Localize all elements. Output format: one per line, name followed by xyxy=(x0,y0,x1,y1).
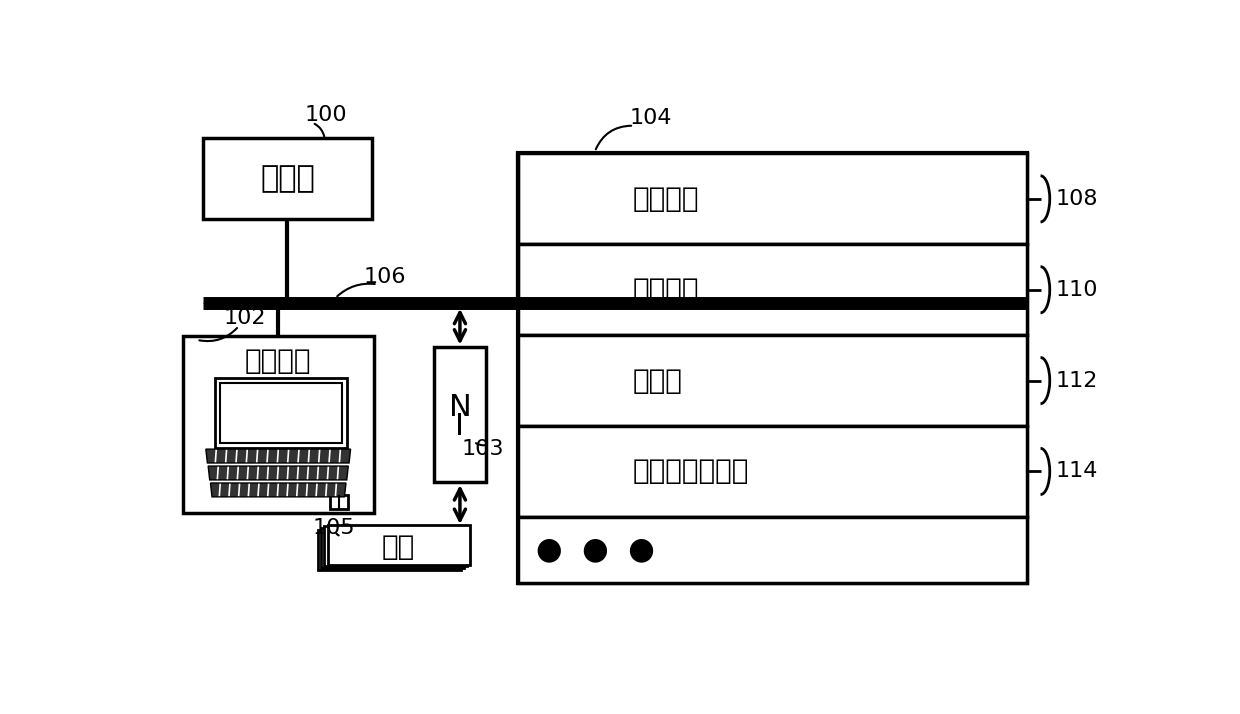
Text: 110: 110 xyxy=(1056,280,1099,300)
Text: 104: 104 xyxy=(630,108,672,128)
Text: 106: 106 xyxy=(365,266,407,286)
Bar xyxy=(434,348,486,482)
Bar xyxy=(319,530,461,570)
Text: 112: 112 xyxy=(1056,371,1099,391)
Bar xyxy=(518,426,1027,517)
Text: 102: 102 xyxy=(223,308,265,328)
Bar xyxy=(182,336,373,513)
Polygon shape xyxy=(211,483,346,497)
Polygon shape xyxy=(206,449,351,463)
Text: 100: 100 xyxy=(305,105,347,125)
Bar xyxy=(330,496,348,509)
Bar xyxy=(327,525,470,565)
Text: 114: 114 xyxy=(1056,461,1099,481)
Text: 用户界面: 用户界面 xyxy=(246,346,311,375)
Text: 数据库: 数据库 xyxy=(634,366,683,395)
Text: 多速率仿真模块: 多速率仿真模块 xyxy=(634,458,749,486)
Bar xyxy=(215,378,347,448)
Text: N: N xyxy=(449,393,471,422)
Bar xyxy=(325,526,467,566)
Bar xyxy=(518,244,1027,335)
Text: 操作系统: 操作系统 xyxy=(634,185,699,213)
Text: I: I xyxy=(455,412,465,441)
Bar xyxy=(518,154,1027,244)
Text: 108: 108 xyxy=(1056,189,1099,209)
Text: 应用程序: 应用程序 xyxy=(634,276,699,303)
Bar xyxy=(219,383,342,443)
Bar xyxy=(203,138,372,219)
Text: 设备: 设备 xyxy=(382,533,415,561)
Text: 处理器: 处理器 xyxy=(260,164,315,193)
Bar xyxy=(321,528,464,568)
Bar xyxy=(518,154,1027,583)
Bar xyxy=(518,335,1027,426)
Text: 105: 105 xyxy=(312,518,355,538)
Bar xyxy=(518,517,1027,583)
Text: 103: 103 xyxy=(461,439,505,459)
Text: ●  ●  ●: ● ● ● xyxy=(536,536,655,565)
Polygon shape xyxy=(208,466,348,480)
